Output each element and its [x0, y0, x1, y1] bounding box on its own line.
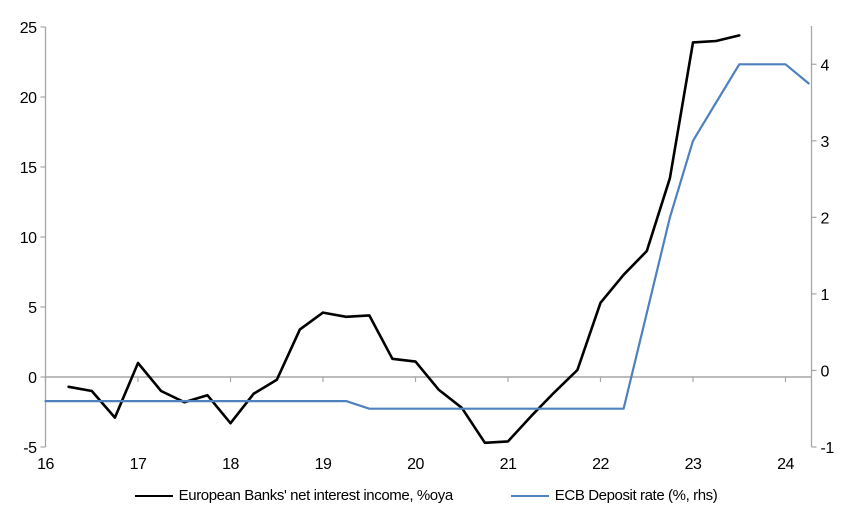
- y-axis-right-tick-label: -1: [821, 440, 835, 457]
- y-axis-right-tick-label: 1: [821, 287, 830, 304]
- y-axis-left-tick-label: 20: [20, 90, 37, 107]
- legend-label-nii: European Banks' net interest income, %oy…: [178, 487, 454, 504]
- x-axis-tick-label: 16: [37, 456, 54, 473]
- legend-item-ecb: ECB Deposit rate (%, rhs): [510, 487, 718, 504]
- y-axis-right-tick-label: 0: [821, 363, 830, 380]
- y-axis-right-tick-label: 4: [821, 57, 830, 74]
- x-axis-tick-label: 24: [777, 456, 794, 473]
- ecb-rate-series: [44, 63, 810, 410]
- legend-item-nii: European Banks' net interest income, %oy…: [134, 487, 454, 504]
- x-axis-tick-label: 23: [685, 456, 702, 473]
- chart-legend: European Banks' net interest income, %oy…: [0, 487, 852, 504]
- x-axis-tick-label: 19: [315, 456, 332, 473]
- x-axis-tick-label: 21: [500, 456, 517, 473]
- legend-label-ecb: ECB Deposit rate (%, rhs): [554, 487, 718, 504]
- x-axis-tick-label: 22: [592, 456, 609, 473]
- y-axis-left-tick-label: -5: [23, 440, 37, 457]
- x-axis-tick-label: 20: [407, 456, 424, 473]
- nii-line-series: [67, 34, 741, 445]
- y-axis-left-tick-label: 25: [20, 20, 37, 37]
- y-axis-left-tick-label: 10: [20, 230, 37, 247]
- y-axis-left-tick-label: 5: [28, 300, 37, 317]
- x-axis-tick-label: 18: [222, 456, 239, 473]
- y-axis-right-tick-label: 2: [821, 210, 830, 227]
- y-axis-left-tick-label: 15: [20, 160, 37, 177]
- x-axis-tick-label: 17: [130, 456, 147, 473]
- nii-line-swatch-icon: [134, 494, 173, 497]
- y-axis-left-tick-label: 0: [28, 370, 37, 387]
- ecb-line-swatch-icon: [510, 494, 549, 497]
- y-axis-right-tick-label: 3: [821, 134, 830, 151]
